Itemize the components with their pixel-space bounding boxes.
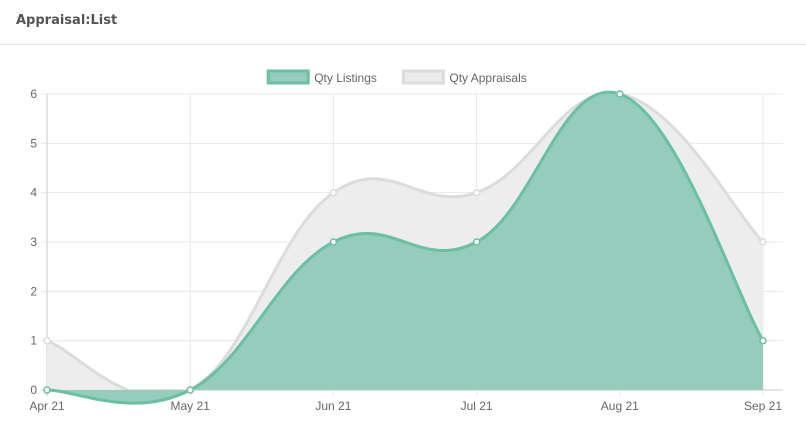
- data-point[interactable]: [472, 238, 481, 246]
- data-point[interactable]: [329, 238, 338, 246]
- legend: Qty Listings Qty Appraisals: [266, 69, 527, 85]
- legend-label: Qty Appraisals: [449, 71, 526, 85]
- x-tick-label: Aug 21: [601, 399, 639, 413]
- y-tick-label: 6: [30, 87, 37, 101]
- x-tick-label: May 21: [171, 399, 211, 413]
- y-tick-label: 4: [30, 186, 37, 200]
- legend-swatch: [266, 69, 310, 85]
- data-point[interactable]: [616, 90, 624, 98]
- data-point[interactable]: [186, 386, 194, 394]
- series-area: [47, 92, 763, 404]
- x-tick-label: Jun 21: [315, 399, 351, 413]
- data-point[interactable]: [759, 336, 767, 345]
- data-point[interactable]: [472, 188, 481, 197]
- card-header: Appraisal:List: [0, 0, 806, 45]
- page-title: Appraisal:List: [16, 13, 118, 28]
- series-areas: [46, 90, 765, 405]
- legend-label: Qty Listings: [314, 71, 377, 85]
- y-tick-label: 5: [30, 136, 37, 150]
- y-tick-label: 0: [30, 383, 37, 397]
- legend-item[interactable]: Qty Listings: [266, 69, 377, 85]
- data-point[interactable]: [759, 238, 767, 246]
- data-point[interactable]: [329, 188, 338, 197]
- x-tick-label: Apr 21: [29, 399, 65, 413]
- legend-swatch: [401, 69, 445, 85]
- legend-item[interactable]: Qty Appraisals: [401, 69, 527, 85]
- y-tick-label: 3: [30, 235, 37, 249]
- x-tick-label: Jul 21: [461, 399, 493, 413]
- axes: 0 1 2 3 4 5 6 Apr 21 May 21 Jun 21 Jul 21 Aug 21 Sep…: [29, 87, 782, 413]
- data-point[interactable]: [43, 386, 51, 394]
- y-tick-label: 2: [30, 284, 37, 298]
- y-tick-label: 1: [30, 334, 37, 348]
- series-points: [43, 90, 767, 394]
- x-tick-label: Sep 21: [744, 399, 782, 413]
- data-point[interactable]: [43, 336, 51, 345]
